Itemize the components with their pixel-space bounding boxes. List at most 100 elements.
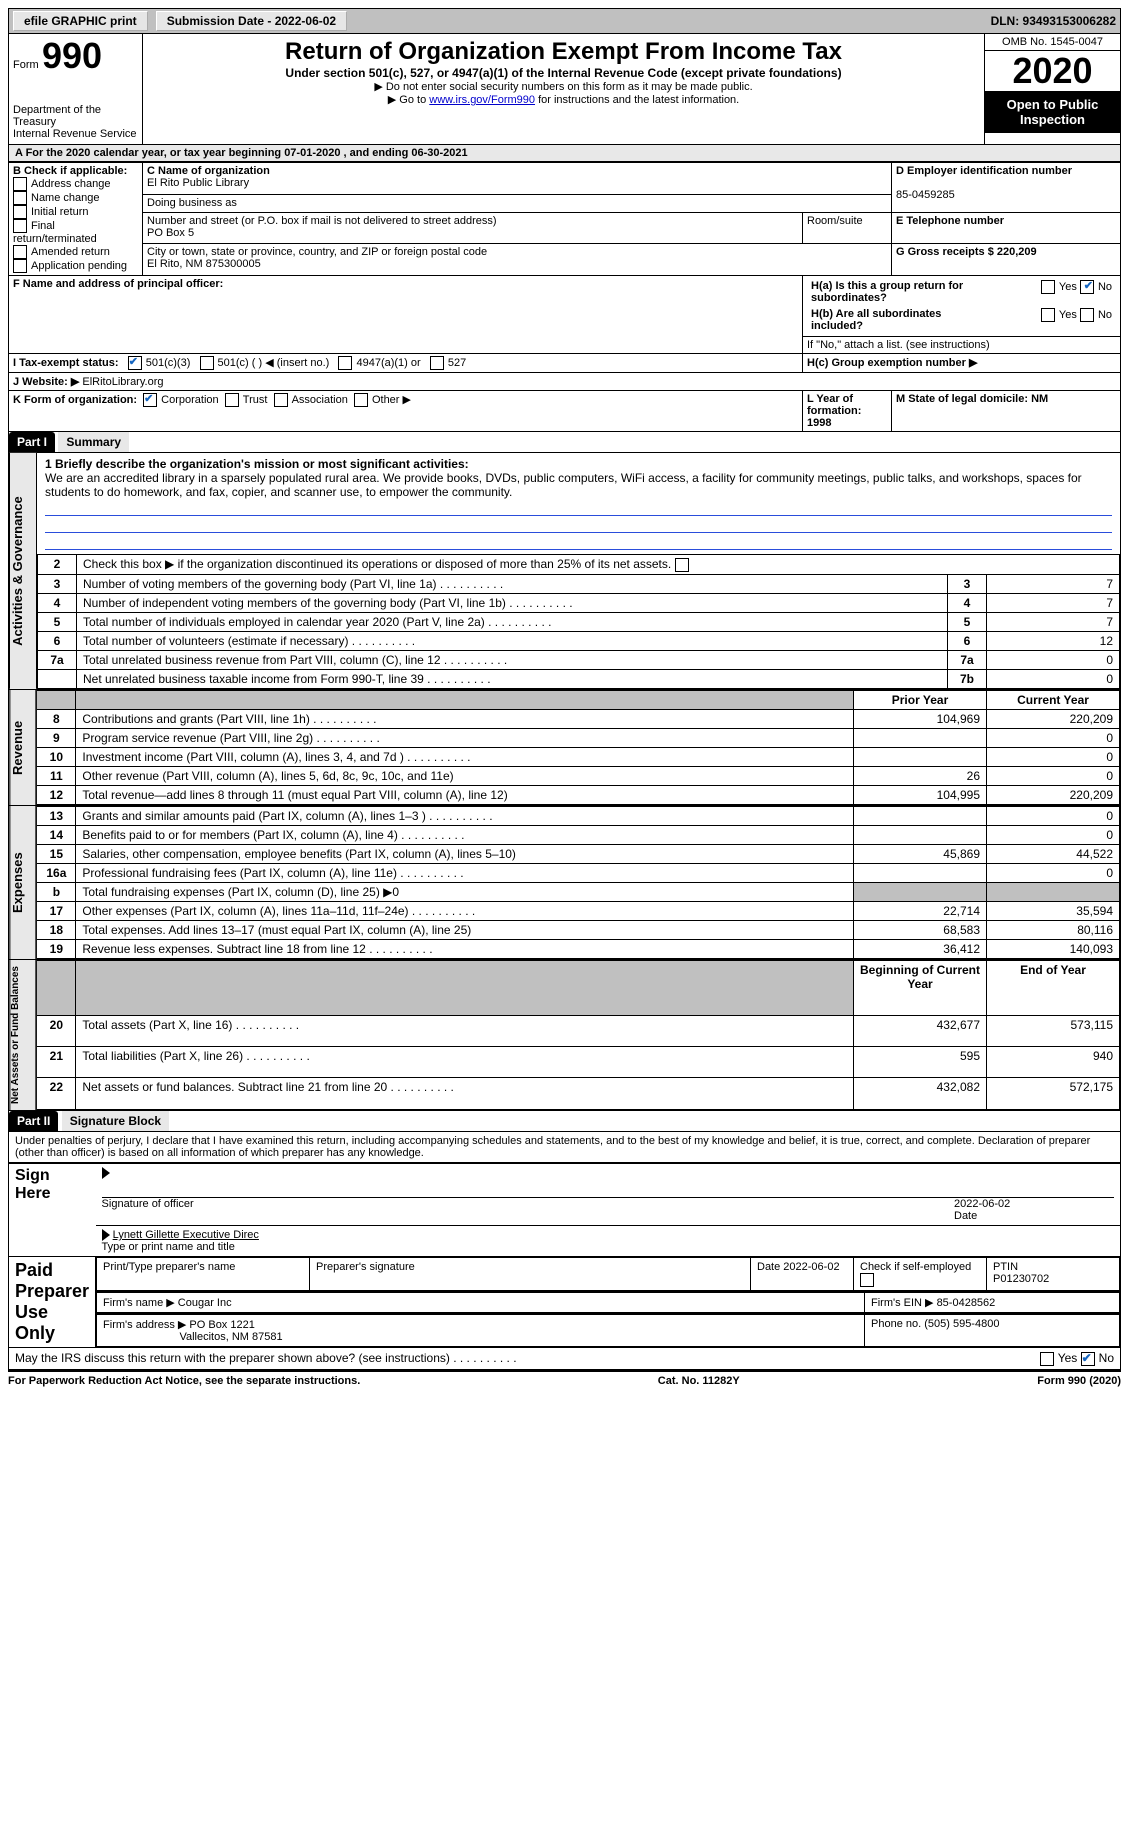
ha-yes[interactable] [1041, 280, 1055, 294]
ssn-note: ▶ Do not enter social security numbers o… [147, 80, 980, 93]
v5: 7 [987, 612, 1120, 631]
footer-right: Form 990 (2020) [1037, 1375, 1121, 1387]
city-label: City or town, state or province, country… [147, 246, 487, 258]
boxD-label: D Employer identification number [896, 165, 1072, 177]
submission-date-button[interactable]: Submission Date - 2022-06-02 [156, 11, 347, 31]
i-501c[interactable] [200, 356, 214, 370]
part2-title: Signature Block [62, 1111, 169, 1131]
room-label: Room/suite [807, 215, 863, 227]
ein-value: 85-0459285 [896, 189, 955, 201]
addr-label: Number and street (or P.O. box if mail i… [147, 215, 497, 227]
check-name[interactable] [13, 191, 27, 205]
may-irs-discuss: May the IRS discuss this return with the… [15, 1351, 1040, 1366]
boxI-label: I Tax-exempt status: [13, 357, 119, 369]
sign-here-label: Sign Here [9, 1163, 96, 1256]
arrow-icon [102, 1229, 110, 1241]
irs-link[interactable]: www.irs.gov/Form990 [429, 94, 535, 106]
form-title: Return of Organization Exempt From Incom… [147, 38, 980, 66]
discuss-no[interactable] [1081, 1352, 1095, 1366]
check-initial[interactable] [13, 205, 27, 219]
city-value: El Rito, NM 875300005 [147, 258, 261, 270]
dln-label: DLN: 93493153006282 [991, 14, 1116, 28]
v6: 12 [987, 631, 1120, 650]
boxK-label: K Form of organization: [13, 394, 137, 406]
boxJ-label: J Website: ▶ [13, 376, 79, 388]
discuss-yes[interactable] [1040, 1352, 1054, 1366]
efile-print-button[interactable]: efile GRAPHIC print [13, 11, 148, 31]
side-label-exp: Expenses [9, 806, 36, 959]
tax-year: 2020 [985, 51, 1120, 91]
h-b-label: H(b) Are all subordinates included? [811, 308, 941, 332]
mission-q: 1 Briefly describe the organization's mi… [45, 457, 469, 471]
hb-note: If "No," attach a list. (see instruction… [807, 339, 990, 351]
officer-name: Lynett Gillette Executive Direc [113, 1229, 259, 1241]
l2-text: Check this box ▶ if the organization dis… [83, 557, 671, 571]
footer-left: For Paperwork Reduction Act Notice, see … [8, 1375, 360, 1387]
sig-officer-label: Signature of officer [102, 1198, 954, 1222]
self-employed-check[interactable] [860, 1273, 874, 1287]
check-amended[interactable] [13, 245, 27, 259]
i-527[interactable] [430, 356, 444, 370]
form-word: Form [13, 59, 39, 71]
i-501c3[interactable] [128, 356, 142, 370]
v4: 7 [987, 593, 1120, 612]
i-4947[interactable] [338, 356, 352, 370]
mission-text: We are an accredited library in a sparse… [45, 471, 1082, 499]
v7b: 0 [987, 669, 1120, 688]
website-value: ElRitoLibrary.org [79, 376, 163, 388]
omb-number: OMB No. 1545-0047 [985, 34, 1120, 51]
hc-label: H(c) Group exemption number ▶ [807, 357, 977, 369]
part2-header: Part II [9, 1111, 58, 1131]
part1-title: Summary [58, 432, 129, 452]
side-label-rev: Revenue [9, 690, 36, 805]
entity-info-table: B Check if applicable: Address change Na… [8, 162, 1121, 432]
check-address[interactable] [13, 177, 27, 191]
part1-header: Part I [9, 432, 55, 452]
perjury-declaration: Under penalties of perjury, I declare th… [8, 1132, 1121, 1163]
revenue-section: Revenue Prior YearCurrent Year 8Contribu… [8, 690, 1121, 806]
v7a: 0 [987, 650, 1120, 669]
open-public-badge: Open to Public Inspection [985, 91, 1120, 133]
l2-check[interactable] [675, 558, 689, 572]
boxL-label: L Year of formation: 1998 [807, 393, 861, 429]
hb-no[interactable] [1080, 308, 1094, 322]
addr-value: PO Box 5 [147, 227, 194, 239]
h-a-label: H(a) Is this a group return for subordin… [811, 280, 963, 304]
org-name: El Rito Public Library [147, 177, 249, 189]
boxB-label: B Check if applicable: [13, 165, 127, 177]
form-number: 990 [42, 35, 102, 76]
k-trust[interactable] [225, 393, 239, 407]
check-app-pending[interactable] [13, 259, 27, 273]
check-final[interactable] [13, 219, 27, 233]
dba-label: Doing business as [147, 197, 237, 209]
boxE-label: E Telephone number [896, 215, 1004, 227]
form-header: Form 990 Department of the Treasury Inte… [8, 34, 1121, 145]
k-other[interactable] [354, 393, 368, 407]
ha-no[interactable] [1080, 280, 1094, 294]
footer-mid: Cat. No. 11282Y [658, 1375, 740, 1387]
boxG-label: G Gross receipts $ 220,209 [896, 246, 1037, 258]
top-toolbar: efile GRAPHIC print Submission Date - 20… [8, 8, 1121, 34]
dept-treasury: Department of the Treasury [13, 104, 138, 128]
hb-yes[interactable] [1041, 308, 1055, 322]
boxC-label: C Name of organization [147, 165, 270, 177]
form-subtitle: Under section 501(c), 527, or 4947(a)(1)… [147, 66, 980, 80]
v3: 7 [987, 574, 1120, 593]
expenses-section: Expenses 13Grants and similar amounts pa… [8, 806, 1121, 960]
boxF-label: F Name and address of principal officer: [13, 278, 223, 290]
goto-note: ▶ Go to www.irs.gov/Form990 for instruct… [147, 93, 980, 106]
page-footer: For Paperwork Reduction Act Notice, see … [8, 1370, 1121, 1387]
activities-governance-section: Activities & Governance 1 Briefly descri… [8, 453, 1121, 690]
arrow-icon [102, 1167, 110, 1179]
period-line: A For the 2020 calendar year, or tax yea… [8, 145, 1121, 162]
signature-table: Sign Here Signature of officer 2022-06-0… [8, 1163, 1121, 1348]
dept-irs: Internal Revenue Service [13, 128, 138, 140]
side-label-net: Net Assets or Fund Balances [9, 960, 36, 1110]
boxM-label: M State of legal domicile: NM [896, 393, 1048, 405]
type-name-label: Type or print name and title [102, 1241, 235, 1253]
paid-preparer-label: Paid Preparer Use Only [9, 1257, 96, 1348]
k-assoc[interactable] [274, 393, 288, 407]
net-assets-section: Net Assets or Fund Balances Beginning of… [8, 960, 1121, 1111]
k-corp[interactable] [143, 393, 157, 407]
side-label-gov: Activities & Governance [9, 453, 37, 689]
